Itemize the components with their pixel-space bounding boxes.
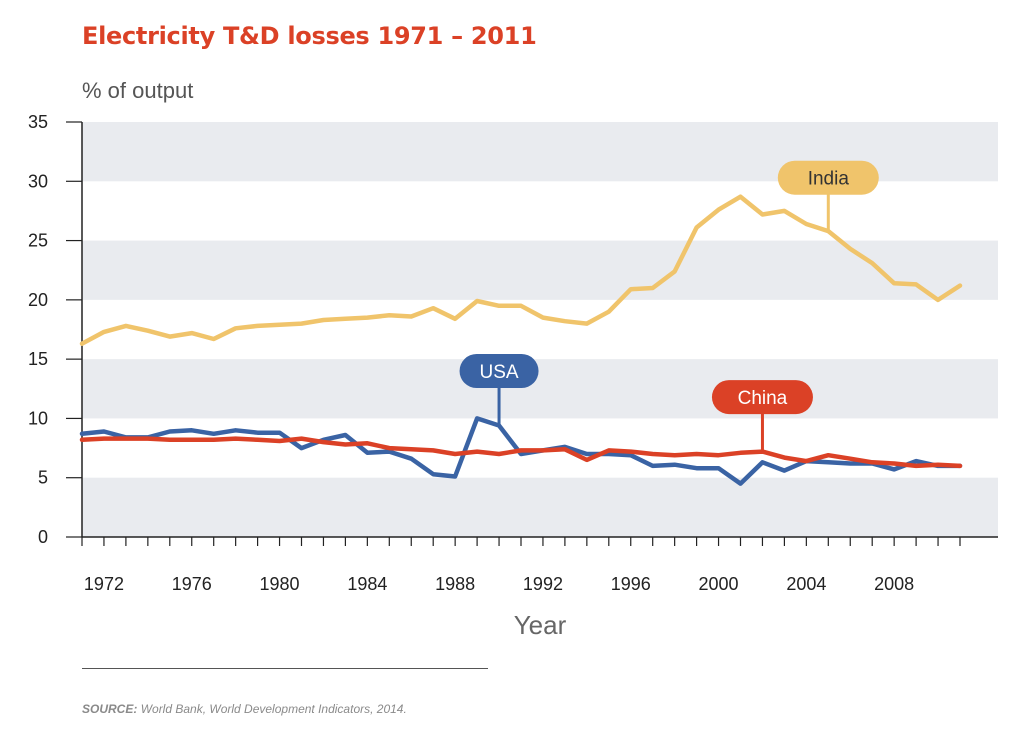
label-text: China — [738, 388, 788, 409]
gridband — [82, 240, 998, 300]
y-tick-label: 10 — [28, 408, 48, 428]
gridband — [82, 477, 998, 537]
source-label: SOURCE: — [82, 702, 138, 716]
y-tick-label: 20 — [28, 290, 48, 310]
x-tick-label: 1980 — [260, 574, 300, 594]
y-tick-label: 25 — [28, 231, 48, 251]
label-text: India — [808, 169, 850, 190]
y-tick-label: 0 — [38, 527, 48, 547]
x-tick-label: 1972 — [84, 574, 124, 594]
y-tick-label: 15 — [28, 349, 48, 369]
x-axis: 1972 1976 1980 1984 1988 1992 1996 2000 2004 2008 — [81, 536, 998, 594]
series-line-china — [79, 436, 963, 469]
series-label-usa: USA — [459, 354, 539, 426]
x-tick-label: 1992 — [523, 574, 563, 594]
label-pill — [711, 380, 813, 415]
series-line-usa — [79, 416, 963, 486]
label-pill — [459, 354, 539, 388]
x-axis-title: Year — [514, 610, 567, 640]
y-axis: 0 5 10 15 20 25 30 35 — [28, 112, 83, 547]
series-label-china: China — [711, 380, 813, 452]
source-text: World Bank, World Development Indicators… — [140, 702, 407, 716]
label-pill — [777, 160, 879, 195]
label-text: USA — [480, 362, 519, 383]
x-tick-label: 1988 — [435, 574, 475, 594]
footer-divider — [82, 668, 488, 669]
x-tick-label: 1984 — [347, 574, 387, 594]
y-tick-label: 5 — [38, 468, 48, 488]
x-tick-label: 2004 — [786, 574, 826, 594]
gridband — [82, 359, 998, 419]
x-tick-label: 1976 — [172, 574, 212, 594]
series-label-india: India — [777, 160, 879, 232]
x-tick-label: 2000 — [699, 574, 739, 594]
y-axis-label: % of output — [82, 78, 194, 103]
chart-title: Electricity T&D losses 1971 – 2011 — [82, 22, 537, 50]
x-tick-label: 1996 — [611, 574, 651, 594]
series-line-india — [79, 194, 963, 346]
source-note: SOURCE: World Bank, World Development In… — [82, 702, 407, 716]
y-tick-label: 30 — [28, 171, 48, 191]
y-tick-label: 35 — [28, 112, 48, 132]
series-labels: India USA China — [459, 160, 879, 452]
series-lines — [79, 194, 963, 486]
x-tick-label: 2008 — [874, 574, 914, 594]
background-bands — [82, 122, 998, 537]
